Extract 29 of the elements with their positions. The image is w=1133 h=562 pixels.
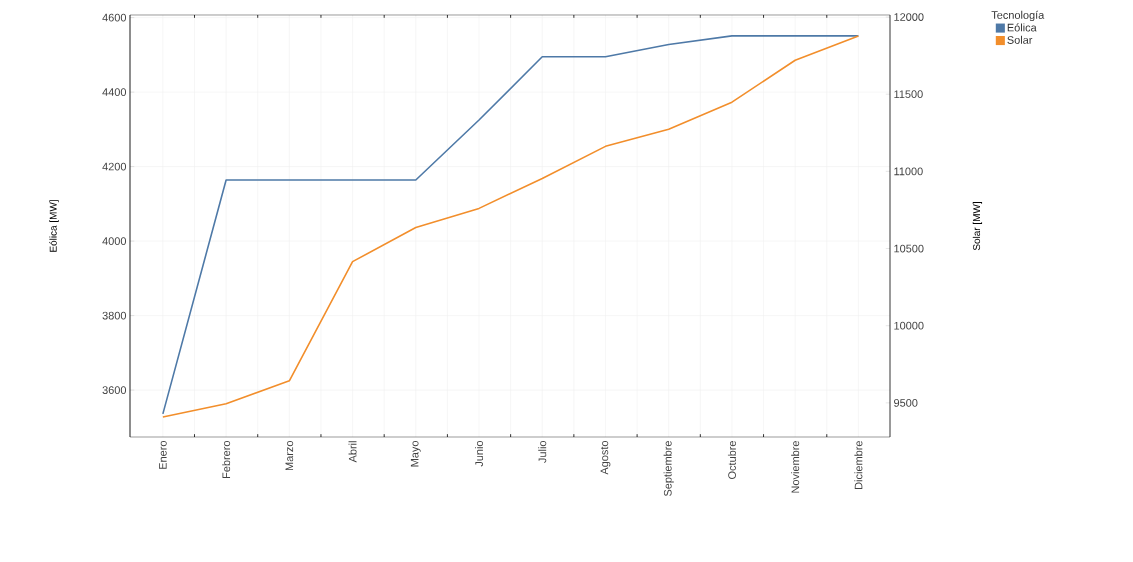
y2-axis-title: Solar [MW] bbox=[972, 202, 983, 251]
y2-tick-label: 12000 bbox=[894, 13, 924, 21]
x-tick-label: Agosto bbox=[600, 440, 611, 475]
y2-tick-label: 10000 bbox=[894, 321, 924, 330]
x-tick-label: Diciembre bbox=[854, 441, 863, 489]
y-tick-label: 3800 bbox=[102, 311, 127, 320]
x-tick-label: Junio bbox=[475, 440, 484, 467]
x-tick-label: Enero bbox=[159, 440, 167, 469]
y2-tick-label: 11500 bbox=[894, 90, 923, 99]
x-tick-label: Octubre bbox=[727, 441, 736, 479]
y-axis-title: Eólica [MW] bbox=[49, 200, 59, 252]
y-tick-label: 4000 bbox=[102, 237, 127, 245]
y-tick-label: 4600 bbox=[102, 13, 127, 22]
legend-title: Tecnología bbox=[991, 10, 1045, 22]
y-tick-label: 3600 bbox=[102, 386, 127, 394]
x-tick-label: Mayo bbox=[410, 440, 421, 467]
x-tick-label: Noviembre bbox=[791, 441, 800, 493]
y2-tick-label: 11000 bbox=[894, 167, 923, 176]
x-tick-label: Febrero bbox=[222, 440, 231, 478]
y2-tick-label: 9500 bbox=[894, 399, 918, 407]
legend-label: Solar bbox=[1007, 35, 1033, 44]
x-tick-label: Septiembre bbox=[663, 441, 674, 497]
y-tick-label: 4200 bbox=[102, 162, 127, 171]
x-tick-label: Abril bbox=[348, 441, 357, 463]
legend-label: Eólica bbox=[1007, 23, 1037, 32]
y2-tick-label: 10500 bbox=[894, 244, 924, 253]
y-tick-label: 4400 bbox=[102, 88, 127, 96]
x-tick-label: Marzo bbox=[285, 440, 294, 471]
x-tick-label: Julio bbox=[538, 440, 547, 463]
